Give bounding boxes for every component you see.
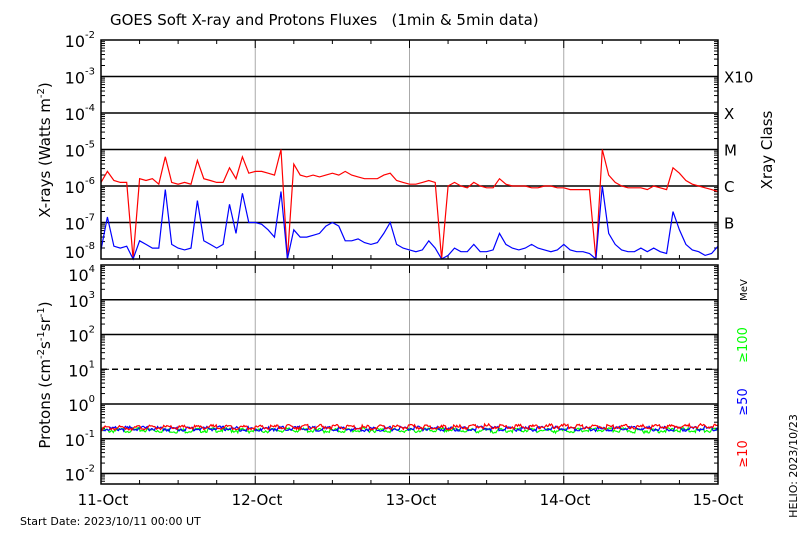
legend-10: ≥10 [736, 440, 751, 467]
y-tick-label: 10-4 [65, 103, 95, 124]
xray-class-X10: X10 [724, 69, 753, 87]
y-tick-exponent: -2 [85, 30, 95, 41]
xray-class-C: C [724, 178, 734, 196]
series-line-≥100 [100, 426, 719, 435]
y-tick-label: 102 [68, 325, 95, 346]
ylabel-sup: -2 [36, 88, 47, 98]
helio-date: HELIO: 2023/10/23 [787, 414, 800, 518]
ylabel-part: -1 [36, 331, 47, 341]
mev-label: MeV [739, 279, 750, 301]
y-tick-exponent: 1 [89, 359, 95, 370]
y-tick-label: 10-2 [65, 464, 95, 485]
chart-title: GOES Soft X-ray and Protons Fluxes (1min… [110, 11, 539, 29]
y-tick-label: 10-6 [65, 176, 95, 197]
ylabel-close: ) [36, 82, 54, 88]
y-tick-exponent: -7 [85, 213, 95, 224]
xray-class-B: B [724, 215, 734, 233]
ylabel-part: ) [36, 301, 54, 307]
y-tick-label: 10-8 [65, 241, 95, 262]
y-tick-exponent: 0 [89, 394, 95, 405]
y-tick-label: 10-1 [65, 429, 95, 450]
legend-100: ≥100 [736, 327, 751, 363]
proton-axis-title: Protons (cm-2s-1sr-1) [36, 301, 54, 448]
ylabel-part: -1 [36, 307, 47, 317]
start-date: Start Date: 2023/10/11 00:00 UT [20, 515, 201, 528]
y-tick-exponent: -6 [85, 176, 95, 187]
y-tick-exponent: -3 [85, 67, 95, 78]
ylabel-part: -2 [36, 349, 47, 359]
y-tick-label: 10-2 [65, 30, 95, 51]
series-line-0 [100, 149, 719, 260]
y-tick-label: 100 [68, 394, 95, 415]
x-tick-label: 15-Oct [693, 491, 744, 509]
y-tick-label: 10-3 [65, 67, 95, 88]
y-tick-exponent: 3 [89, 290, 95, 301]
y-tick-exponent: -2 [85, 464, 95, 475]
y-tick-label: 103 [68, 290, 95, 311]
y-tick-label: 104 [68, 264, 95, 285]
series-line-1 [100, 185, 719, 261]
xray-axis-title: X-rays (Watts m-2) [36, 82, 54, 217]
series-line-≥10 [100, 422, 719, 432]
x-tick-label: 14-Oct [540, 491, 591, 509]
plot-frame [100, 264, 719, 485]
y-tick-label: 10-5 [65, 140, 95, 161]
y-tick-exponent: 4 [89, 264, 95, 275]
y-tick-exponent: -4 [85, 103, 95, 114]
x-tick-label: 13-Oct [386, 491, 437, 509]
xray-class-label: Xray Class [758, 110, 776, 189]
y-tick-label: 10-7 [65, 213, 95, 234]
plot-frame [100, 39, 719, 260]
xray-class-M: M [724, 142, 737, 160]
xray-class-X: X [724, 105, 734, 123]
x-tick-label: 12-Oct [232, 491, 283, 509]
ylabel-part: s [36, 341, 54, 349]
y-tick-exponent: -8 [85, 241, 95, 252]
xaxis-labels: 11-Oct 12-Oct 13-Oct 14-Oct 15-Oct [78, 491, 744, 509]
y-tick-label: 101 [68, 359, 95, 380]
xray-panel: 10-2 10-3 10-4 10-5 10-6 10-7 10-8 X10 X MC B X-ray… [36, 30, 753, 262]
y-tick-exponent: -5 [85, 140, 95, 151]
y-tick-exponent: -1 [85, 429, 95, 440]
y-tick-exponent: 2 [89, 325, 95, 336]
x-tick-label: 11-Oct [78, 491, 129, 509]
legend-50: ≥50 [736, 388, 751, 415]
ylabel-part: sr [36, 316, 54, 331]
